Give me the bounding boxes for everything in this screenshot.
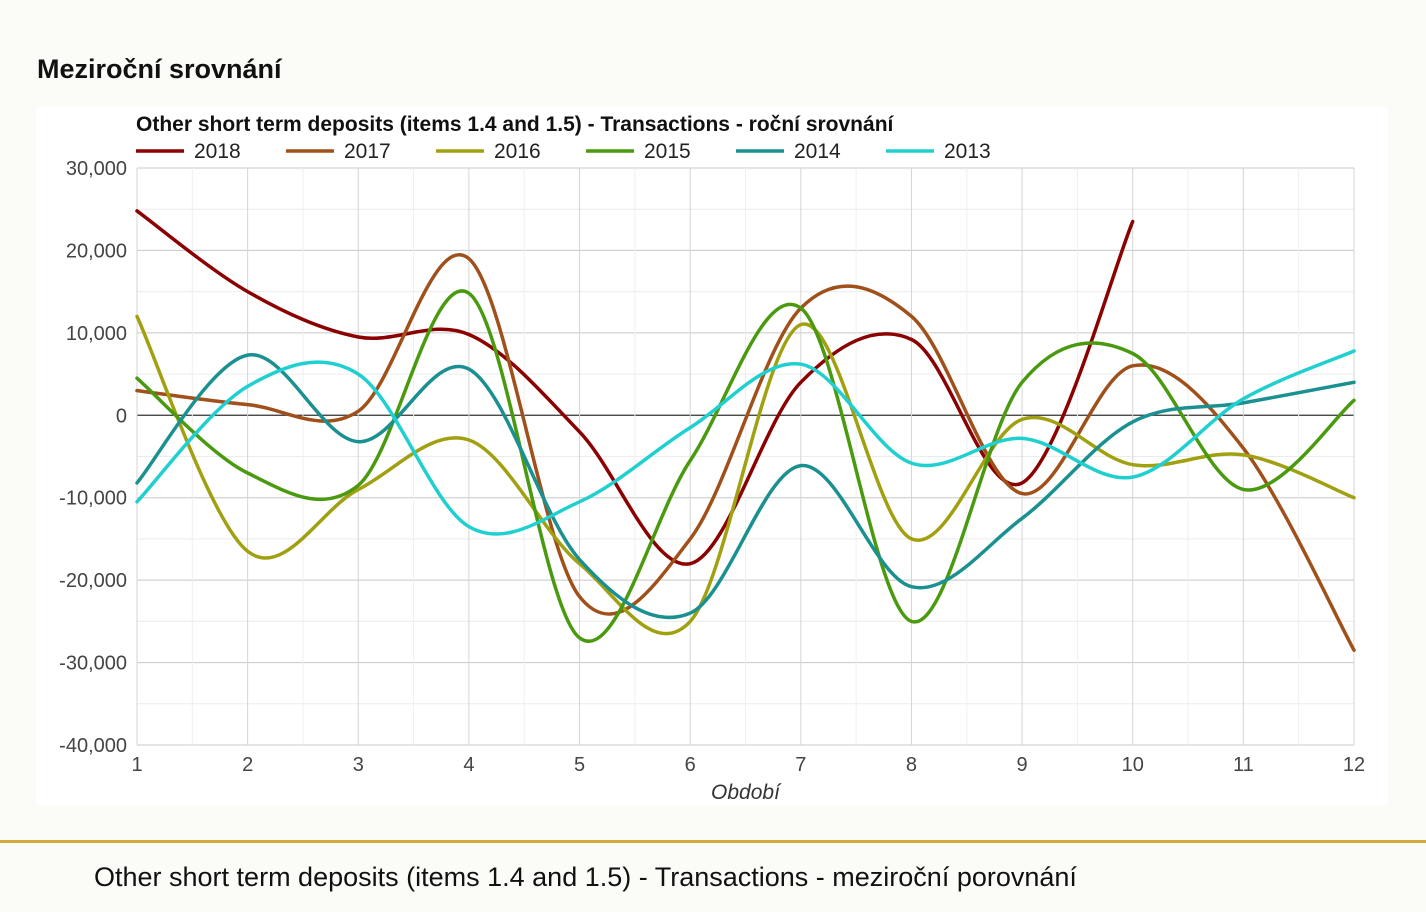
y-tick-label: -20,000: [59, 570, 127, 592]
x-tick-label: 5: [574, 754, 585, 776]
x-tick-label: 10: [1122, 754, 1144, 776]
y-tick-label: -10,000: [59, 488, 127, 510]
x-tick-label: 9: [1017, 754, 1028, 776]
legend-label: 2014: [794, 140, 841, 163]
legend-item-2017: 2017: [286, 140, 391, 163]
legend-label: 2016: [494, 140, 541, 163]
line-chart: Other short term deposits (items 1.4 and…: [59, 113, 1365, 804]
legend-item-2018: 2018: [136, 140, 241, 163]
series-line-2015: [135, 289, 1356, 643]
chart-panel: Other short term deposits (items 1.4 and…: [36, 107, 1388, 805]
x-tick-label: 11: [1233, 754, 1254, 776]
y-tick-label: 20,000: [66, 240, 127, 262]
x-tick-label: 12: [1343, 754, 1365, 776]
y-tick-label: -30,000: [59, 653, 127, 675]
x-tick-label: 7: [795, 754, 806, 776]
legend: 2018 2017 2016 2015 2014 2013: [136, 140, 991, 163]
y-tick-label: -40,000: [59, 735, 127, 757]
chart-title: Other short term deposits (items 1.4 and…: [136, 113, 895, 136]
y-tick-label: 30,000: [66, 158, 127, 180]
legend-label: 2015: [644, 140, 691, 163]
legend-item-2014: 2014: [736, 140, 841, 163]
legend-item-2015: 2015: [586, 140, 691, 163]
x-tick-label: 3: [353, 754, 364, 776]
y-tick-label: 0: [116, 405, 127, 427]
caption: Other short term deposits (items 1.4 and…: [94, 862, 1077, 892]
x-axis-title: Období: [711, 781, 782, 804]
series-line-2014: [135, 353, 1356, 620]
x-tick-label: 1: [131, 754, 142, 776]
series-line-2017: [135, 253, 1356, 652]
section-title: Meziroční srovnání: [37, 54, 282, 84]
legend-item-2016: 2016: [436, 140, 541, 163]
series-lines: [135, 209, 1356, 652]
x-tick-label: 6: [685, 754, 696, 776]
series-line-2013: [135, 349, 1356, 536]
x-tick-label: 8: [906, 754, 917, 776]
x-tick-label: 2: [242, 754, 253, 776]
x-axis-ticks: 1 2 3 4 5 6 7 8 9 10 11 12: [131, 754, 1365, 776]
legend-label: 2017: [344, 140, 391, 163]
x-tick-label: 4: [463, 754, 474, 776]
legend-item-2013: 2013: [886, 140, 991, 163]
legend-label: 2018: [194, 140, 241, 163]
series-line-2016: [135, 314, 1356, 636]
y-tick-label: 10,000: [66, 323, 127, 345]
legend-label: 2013: [944, 140, 991, 163]
y-axis-ticks: 30,000 20,000 10,000 0 -10,000 -20,000 -30,000…: [59, 158, 127, 757]
divider: [0, 840, 1426, 843]
